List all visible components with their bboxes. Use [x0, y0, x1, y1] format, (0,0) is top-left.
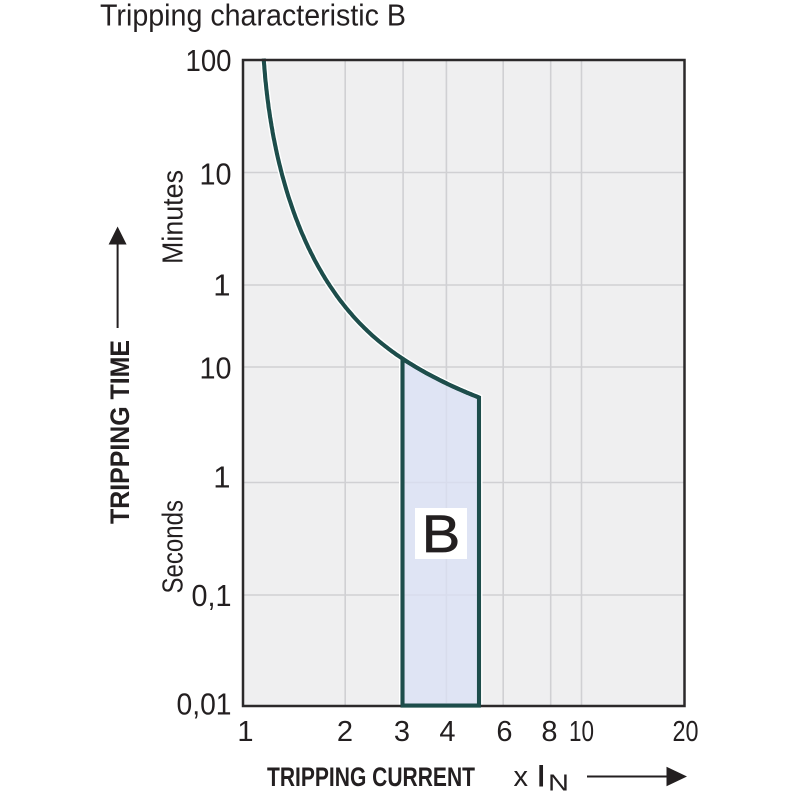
svg-text:TRIPPING TIME: TRIPPING TIME: [105, 340, 135, 524]
svg-text:0,1: 0,1: [192, 578, 232, 613]
svg-text:N: N: [548, 770, 569, 796]
svg-text:Minutes: Minutes: [158, 170, 190, 264]
svg-text:20: 20: [673, 716, 699, 748]
svg-text:1: 1: [213, 268, 230, 303]
svg-text:1: 1: [237, 716, 253, 748]
svg-text:8: 8: [541, 716, 557, 748]
svg-text:B: B: [422, 505, 461, 564]
svg-text:10: 10: [200, 157, 232, 192]
svg-text:3: 3: [394, 716, 410, 748]
svg-text:I: I: [537, 760, 545, 793]
svg-text:1: 1: [213, 460, 230, 495]
svg-text:6: 6: [496, 716, 512, 748]
svg-text:10: 10: [569, 716, 594, 748]
svg-text:Tripping characteristic B: Tripping characteristic B: [100, 0, 406, 33]
svg-text:0,01: 0,01: [177, 686, 232, 721]
svg-text:x: x: [514, 761, 529, 793]
svg-text:TRIPPING CURRENT: TRIPPING CURRENT: [267, 762, 475, 792]
svg-text:10: 10: [200, 351, 232, 386]
svg-text:2: 2: [337, 716, 353, 748]
svg-text:100: 100: [186, 43, 232, 78]
svg-text:4: 4: [439, 716, 455, 748]
svg-text:Seconds: Seconds: [158, 500, 190, 594]
